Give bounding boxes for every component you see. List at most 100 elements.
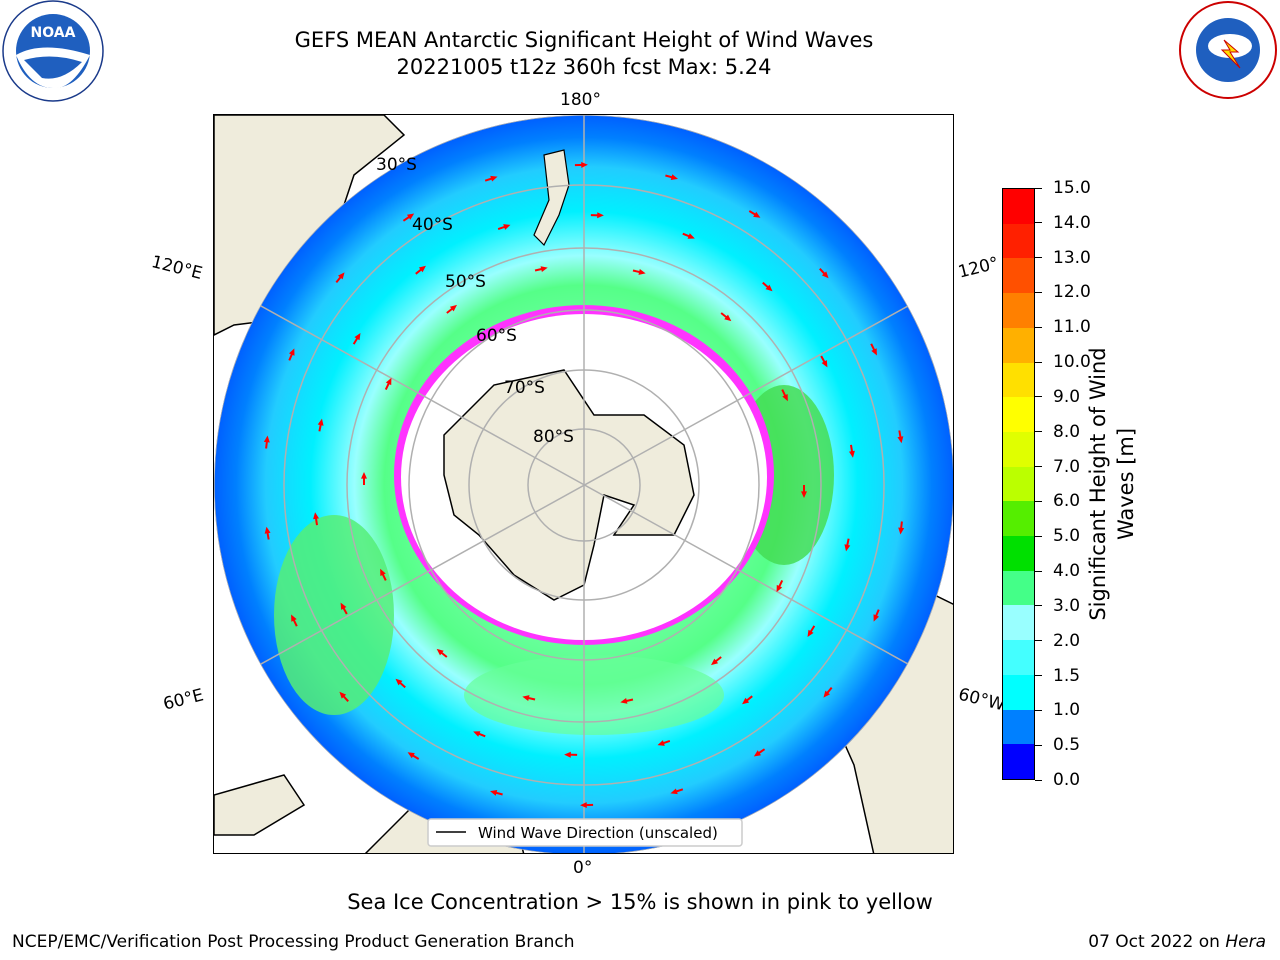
wave-arrow-head bbox=[436, 648, 444, 656]
wave-arrow-head bbox=[317, 418, 324, 426]
lat-label-60s: 60°S bbox=[476, 326, 517, 346]
wave-arrow-head bbox=[288, 348, 295, 356]
wave-arrow-head bbox=[807, 629, 814, 637]
colorbar-tick-label: 2.0 bbox=[1053, 630, 1081, 651]
wave-max-region-indian bbox=[274, 515, 394, 715]
colorbar-tick-label: 11.0 bbox=[1053, 317, 1091, 338]
wave-arrow-head bbox=[873, 614, 880, 622]
wave-band-atlantic bbox=[464, 655, 724, 735]
wave-arrow-head bbox=[361, 472, 367, 479]
colorbar-label-line2: Waves [m] bbox=[1114, 427, 1138, 541]
colorbar-tick-label: 8.0 bbox=[1053, 421, 1081, 442]
colorbar-tick-label: 7.0 bbox=[1053, 456, 1081, 477]
colorbar-tick-label: 5.0 bbox=[1053, 526, 1081, 547]
colorbar bbox=[1002, 188, 1035, 780]
colorbar-tick-label: 0.5 bbox=[1053, 735, 1081, 756]
wave-arrow-head bbox=[821, 360, 828, 368]
wave-arrow-head bbox=[724, 314, 732, 322]
colorbar-segment bbox=[1003, 223, 1034, 259]
colorbar-segment bbox=[1003, 362, 1034, 398]
legend-label: Wind Wave Direction (unscaled) bbox=[478, 824, 718, 842]
wave-arrow-head bbox=[898, 527, 905, 535]
colorbar-tick-label: 6.0 bbox=[1053, 491, 1081, 512]
lon-label-120w: 120° bbox=[956, 253, 1001, 283]
credit-date: 07 Oct 2022 on Hera bbox=[1088, 932, 1266, 952]
credit-host: Hera bbox=[1225, 932, 1266, 952]
colorbar-label-line1: Significant Height of Wind bbox=[1086, 347, 1110, 621]
colorbar-segment bbox=[1003, 327, 1034, 363]
colorbar-tick bbox=[1035, 605, 1042, 607]
wave-arrow-head bbox=[340, 602, 347, 610]
wave-arrow-head bbox=[823, 690, 830, 698]
colorbar-tick-label: 14.0 bbox=[1053, 212, 1091, 233]
polar-map: 30°S 40°S 50°S 60°S 70°S 80°S Wind Wave … bbox=[213, 114, 954, 854]
wave-arrow-head bbox=[407, 752, 415, 759]
colorbar-segment bbox=[1003, 640, 1034, 675]
colorbar-tick bbox=[1035, 326, 1042, 328]
colorbar-segment bbox=[1003, 397, 1034, 432]
wave-arrow-head bbox=[801, 491, 807, 498]
colorbar-tick bbox=[1035, 187, 1042, 189]
noaa-logo-text: NOAA bbox=[31, 25, 76, 41]
colorbar-tick bbox=[1035, 570, 1042, 572]
colorbar-tick-label: 12.0 bbox=[1053, 282, 1091, 303]
sea-ice-caption: Sea Ice Concentration > 15% is shown in … bbox=[347, 890, 933, 914]
colorbar-tick bbox=[1035, 431, 1042, 433]
wave-arrow-head bbox=[765, 284, 773, 292]
lon-label-0: 0° bbox=[573, 858, 593, 878]
colorbar-tick-label: 15.0 bbox=[1053, 178, 1091, 198]
colorbar-tick bbox=[1035, 709, 1042, 711]
wave-arrow-head bbox=[871, 348, 877, 356]
colorbar-segment bbox=[1003, 709, 1034, 745]
wave-arrow-head bbox=[418, 265, 426, 273]
colorbar-segment bbox=[1003, 536, 1034, 571]
wave-arrow-head bbox=[670, 174, 678, 181]
colorbar-tick-label: 13.0 bbox=[1053, 247, 1091, 268]
colorbar-segment bbox=[1003, 605, 1034, 641]
wave-arrow-head bbox=[385, 377, 392, 386]
wave-arrow-head bbox=[380, 568, 386, 577]
colorbar-segment bbox=[1003, 431, 1034, 467]
wave-arrow-head bbox=[821, 271, 829, 279]
colorbar-tick bbox=[1035, 257, 1042, 259]
madagascar-land bbox=[214, 774, 306, 836]
lon-label-120e: 120°E bbox=[149, 252, 205, 284]
colorbar-tick bbox=[1035, 675, 1042, 677]
colorbar-tick-label: 9.0 bbox=[1053, 386, 1081, 407]
colorbar-tick bbox=[1035, 291, 1042, 293]
wave-direction-arrows bbox=[263, 161, 905, 809]
wave-arrow-head bbox=[753, 750, 762, 757]
colorbar-tick-label: 4.0 bbox=[1053, 561, 1081, 582]
colorbar-tick bbox=[1035, 500, 1042, 502]
wave-arrow-head bbox=[776, 584, 783, 593]
colorbar-tick bbox=[1035, 779, 1042, 781]
wave-arrow-head bbox=[670, 788, 678, 795]
colorbar-segment bbox=[1003, 674, 1034, 710]
wave-arrow-head bbox=[564, 751, 571, 758]
wave-arrow-head bbox=[581, 161, 588, 168]
wave-arrow-head bbox=[620, 697, 628, 704]
wave-arrow-head bbox=[687, 233, 695, 239]
credit-date-text: 07 Oct 2022 on bbox=[1088, 932, 1226, 952]
wave-arrow-head bbox=[580, 802, 587, 809]
wave-arrow-head bbox=[406, 213, 415, 220]
credit-organization: NCEP/EMC/Verification Post Processing Pr… bbox=[12, 932, 575, 952]
lat-label-30s: 30°S bbox=[376, 155, 417, 175]
wave-arrow-head bbox=[844, 544, 851, 552]
colorbar-tick bbox=[1035, 361, 1042, 363]
noaa-logo: NOAA bbox=[2, 0, 104, 102]
colorbar-tick-label: 1.0 bbox=[1053, 700, 1081, 721]
wave-arrow-head bbox=[338, 272, 345, 280]
wave-arrow-head bbox=[490, 175, 498, 182]
wave-arrow-head bbox=[753, 211, 761, 218]
wave-arrow-head bbox=[638, 269, 646, 275]
lon-label-60e: 60°E bbox=[161, 685, 206, 715]
wave-arrow-head bbox=[711, 658, 719, 666]
colorbar-tick-label: 3.0 bbox=[1053, 595, 1081, 616]
colorbar-segment bbox=[1003, 570, 1034, 606]
lat-label-50s: 50°S bbox=[445, 272, 486, 292]
chart-title: GEFS MEAN Antarctic Significant Height o… bbox=[294, 28, 874, 52]
wave-arrow-head bbox=[522, 695, 530, 701]
wave-arrow-head bbox=[897, 436, 904, 444]
chart-subtitle: 20221005 t12z 360h fcst Max: 5.24 bbox=[396, 55, 772, 79]
